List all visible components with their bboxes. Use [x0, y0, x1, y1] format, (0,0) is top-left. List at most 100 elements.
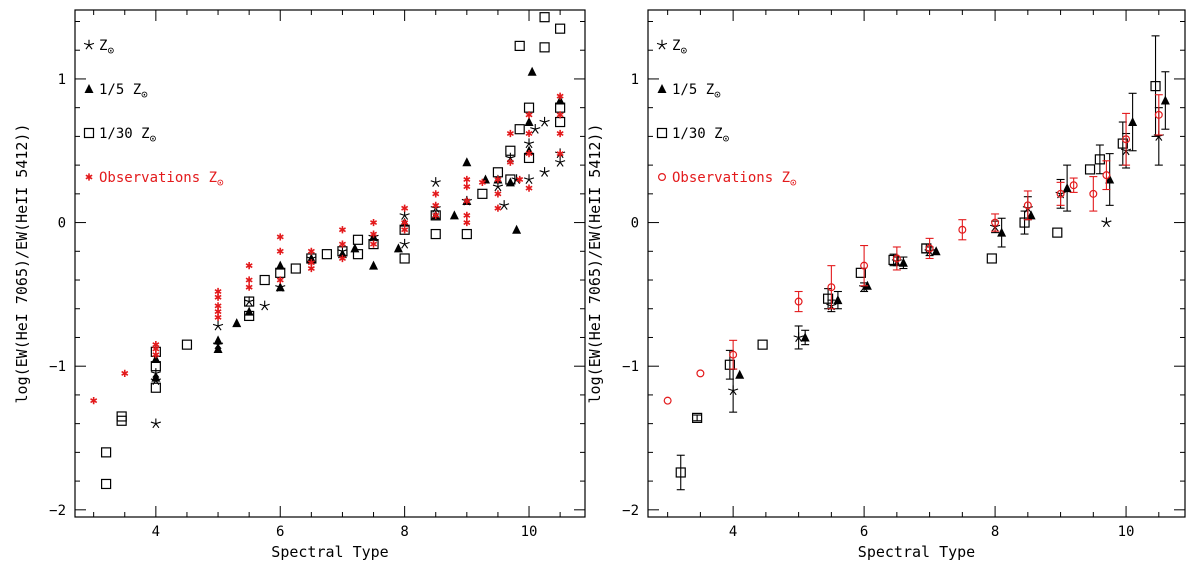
data-point	[244, 310, 255, 322]
data-point	[462, 157, 472, 167]
data-point	[827, 283, 836, 292]
data-point	[986, 253, 997, 264]
data-point	[213, 343, 223, 353]
data-point	[232, 318, 242, 328]
series-triangle	[151, 66, 565, 382]
data-point	[663, 396, 672, 405]
data-point	[338, 240, 346, 248]
data-point	[276, 276, 284, 284]
data-point	[214, 302, 222, 310]
y-axis-label: log(EW(HeI 7065)/EW(HeII 5412))	[13, 124, 31, 404]
data-point	[506, 129, 514, 138]
y-axis-label: log(EW(HeI 7065)/EW(HeII 5412))	[586, 124, 604, 404]
data-point	[1154, 110, 1163, 119]
data-point	[1026, 210, 1036, 220]
data-point	[555, 102, 566, 113]
data-point	[525, 111, 533, 119]
data-point	[275, 267, 286, 278]
data-point	[1069, 181, 1078, 190]
y-tick-label: −1	[49, 359, 66, 375]
data-point	[338, 254, 346, 263]
data-point	[463, 211, 471, 219]
data-point	[757, 339, 768, 350]
series-triangle	[735, 71, 1170, 379]
data-point	[401, 218, 409, 227]
data-point	[368, 239, 379, 250]
data-point	[401, 226, 409, 234]
data-point	[151, 372, 161, 382]
data-point	[921, 243, 932, 254]
data-point	[556, 92, 564, 100]
x-tick-label: 6	[276, 524, 284, 540]
data-point	[555, 23, 566, 34]
data-point	[524, 117, 534, 127]
data-point	[539, 167, 550, 177]
ticks	[75, 10, 585, 517]
data-point	[556, 111, 564, 119]
data-point	[399, 210, 410, 220]
data-point	[214, 293, 222, 301]
data-point	[352, 234, 364, 245]
data-point	[516, 175, 524, 184]
ticks	[648, 10, 1185, 517]
data-point	[525, 184, 533, 192]
data-point	[925, 244, 934, 253]
right-panel: 4 6 8 10 −2 −1 0 1 Spectral Type log(EW(HeI 7065)…	[586, 9, 1186, 561]
data-point	[338, 226, 346, 234]
data-point	[244, 296, 255, 307]
data-point	[1150, 81, 1161, 92]
data-point	[1052, 227, 1063, 238]
y-tick-label: −2	[622, 503, 639, 519]
data-point	[116, 415, 127, 426]
legend-label: Observations Z⊙	[99, 170, 224, 189]
data-point	[432, 201, 440, 209]
legend-marker	[657, 173, 666, 182]
data-point	[275, 260, 285, 270]
data-point	[855, 267, 866, 278]
data-point	[1122, 135, 1131, 144]
data-point	[555, 116, 566, 128]
data-point	[833, 295, 843, 305]
series-asterisk	[90, 92, 564, 405]
data-point	[370, 240, 378, 248]
data-point	[352, 249, 364, 260]
data-point	[307, 247, 315, 255]
data-point	[506, 158, 514, 166]
x-tick-label: 10	[1118, 524, 1135, 540]
data-point	[1089, 189, 1098, 198]
data-point	[860, 261, 869, 270]
data-point	[477, 188, 488, 199]
y-tick-label: −1	[622, 359, 639, 375]
data-point	[121, 369, 129, 377]
data-point	[369, 260, 379, 270]
data-point	[530, 124, 541, 134]
data-point	[212, 320, 224, 331]
data-point	[556, 129, 564, 138]
data-point	[499, 200, 510, 210]
data-point	[463, 197, 471, 205]
y-tick-label: 0	[631, 216, 639, 232]
series-star	[728, 107, 1164, 413]
data-point	[1084, 164, 1096, 175]
y-tick-label: 1	[631, 72, 639, 88]
data-point	[307, 264, 315, 273]
data-point	[259, 274, 270, 286]
data-point	[527, 66, 537, 76]
data-point	[555, 157, 566, 167]
data-point	[214, 287, 222, 296]
legend-label: 1/30 Z⊙	[672, 126, 729, 145]
x-axis-label: Spectral Type	[858, 543, 975, 561]
data-point	[735, 369, 745, 379]
data-point	[245, 283, 253, 291]
legend-label: 1/5 Z⊙	[672, 82, 721, 101]
data-point	[245, 262, 253, 270]
data-point	[997, 227, 1007, 237]
data-point	[1102, 171, 1111, 180]
series-star	[150, 116, 566, 429]
data-point	[463, 183, 471, 191]
data-point	[432, 211, 440, 219]
data-point	[525, 129, 533, 138]
data-point	[430, 210, 441, 221]
data-point	[430, 177, 441, 187]
